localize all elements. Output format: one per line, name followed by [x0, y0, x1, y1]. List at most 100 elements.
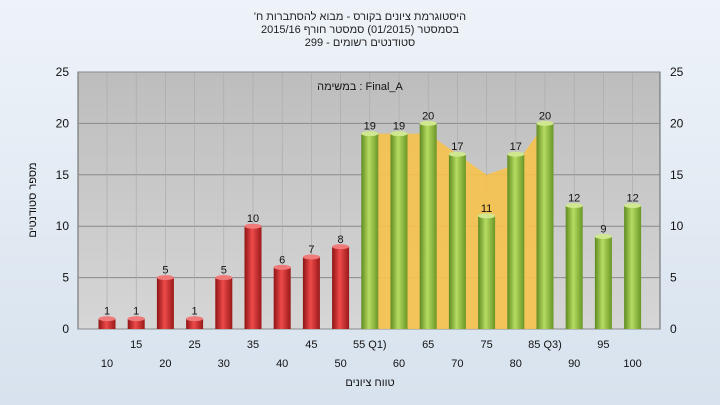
y-tick-label-right: 10	[670, 219, 684, 233]
bar-cap	[244, 223, 262, 229]
x-tick-label: 100	[623, 358, 641, 370]
data-label: 10	[247, 213, 259, 225]
x-tick-label: 30	[218, 358, 230, 370]
y-axis-label: מספר סטודנטים	[27, 162, 39, 237]
x-tick-label: 75	[480, 339, 492, 351]
chart-title: 'היסטוגרמת ציונים בקורס - מבוא להסתברות …	[0, 11, 720, 50]
bar-cap	[507, 151, 525, 157]
bar	[565, 205, 583, 329]
data-label: 5	[162, 265, 168, 277]
bar	[594, 236, 612, 329]
x-tick-label: 15	[130, 339, 142, 351]
bar-cap	[98, 316, 116, 322]
x-tick-label: 25	[188, 339, 200, 351]
bar-cap	[156, 275, 174, 281]
title-line-1: 'היסטוגרמת ציונים בקורס - מבוא להסתברות …	[253, 11, 467, 23]
y-tick-label-left: 10	[56, 219, 70, 233]
bar-cap	[361, 131, 379, 137]
bar-cap	[536, 120, 554, 126]
bar	[419, 123, 437, 330]
annotation-label: במשימה : Final_A	[317, 81, 403, 93]
bar-cap	[186, 316, 204, 322]
y-tick-label-left: 5	[62, 271, 69, 285]
y-tick-label-right: 25	[670, 65, 684, 79]
bar-cap	[273, 264, 291, 270]
bar	[273, 267, 291, 329]
x-tick-label: 90	[568, 358, 580, 370]
x-tick-label: 60	[393, 358, 405, 370]
y-tick-label-right: 20	[670, 116, 684, 130]
x-tick-label: 20	[159, 358, 171, 370]
y-tick-label-right: 5	[670, 271, 677, 285]
bar-cap	[565, 203, 583, 209]
data-label: 11	[481, 203, 492, 215]
bar-cap	[302, 254, 320, 260]
data-label: 1	[192, 306, 198, 318]
x-tick-label: 55 Q1)	[353, 339, 387, 351]
y-ticks-right: 0 5 10 15 20 25	[670, 65, 684, 336]
y-tick-label-right: 0	[670, 322, 677, 336]
y-tick-label-left: 0	[62, 322, 69, 336]
bar	[186, 318, 204, 329]
x-tick-label: 65	[422, 339, 434, 351]
bar	[302, 257, 320, 329]
bar	[390, 133, 408, 329]
bar	[478, 215, 496, 329]
bar-cap	[127, 316, 145, 322]
bar-cap	[478, 213, 496, 219]
x-tick-label: 95	[597, 339, 609, 351]
bar-cap	[594, 233, 612, 239]
data-label: 9	[600, 223, 606, 235]
data-label: 6	[279, 254, 285, 266]
data-label: 7	[308, 244, 314, 256]
x-tick-label: 85 Q3)	[528, 339, 562, 351]
bar-cap	[215, 275, 233, 281]
data-label: 8	[338, 234, 344, 246]
title-line-2: בסמסטר (01/2015) סמסטר חורף 2015/16	[260, 24, 460, 36]
x-tick-label: 50	[334, 358, 346, 370]
x-ticks: 10 15 20 25 30 35 40 45 50 55 Q1) 60 65 70 75 80 85 Q3)…	[101, 339, 642, 370]
bar-cap	[448, 151, 466, 157]
bar	[624, 205, 642, 329]
x-tick-label: 35	[247, 339, 259, 351]
data-label: 12	[568, 193, 580, 205]
bar-cap	[624, 203, 642, 209]
bar-cap	[419, 120, 437, 126]
bar	[156, 277, 174, 329]
bar	[332, 246, 350, 329]
x-tick-label: 10	[101, 358, 113, 370]
data-label: 19	[393, 121, 405, 133]
data-label: 1	[104, 306, 110, 318]
title-line-3: סטודנטים רשומים - 299	[304, 37, 416, 49]
y-tick-label-left: 25	[56, 65, 70, 79]
data-label: 19	[364, 121, 376, 133]
bar	[127, 318, 145, 329]
bar	[448, 154, 466, 329]
data-label: 17	[451, 141, 463, 153]
data-label: 1	[133, 306, 139, 318]
bar	[215, 277, 233, 329]
x-tick-label: 45	[305, 339, 317, 351]
bar	[507, 154, 525, 329]
x-tick-label: 80	[510, 358, 522, 370]
data-label: 12	[626, 193, 638, 205]
y-tick-label-left: 15	[56, 168, 70, 182]
data-label: 5	[221, 265, 227, 277]
bar-cap	[332, 244, 350, 250]
x-axis-label: טווח ציונים	[345, 377, 394, 389]
x-tick-label: 70	[451, 358, 463, 370]
y-tick-label-right: 15	[670, 168, 684, 182]
bar	[244, 226, 262, 329]
y-tick-label-left: 20	[56, 116, 70, 130]
data-label: 17	[510, 141, 522, 153]
data-label: 20	[539, 110, 551, 122]
bar	[536, 123, 554, 330]
bar	[98, 318, 116, 329]
data-label: 20	[422, 110, 434, 122]
bar	[361, 133, 379, 329]
bars-group	[98, 120, 642, 330]
bar-cap	[390, 131, 408, 137]
x-tick-label: 40	[276, 358, 288, 370]
